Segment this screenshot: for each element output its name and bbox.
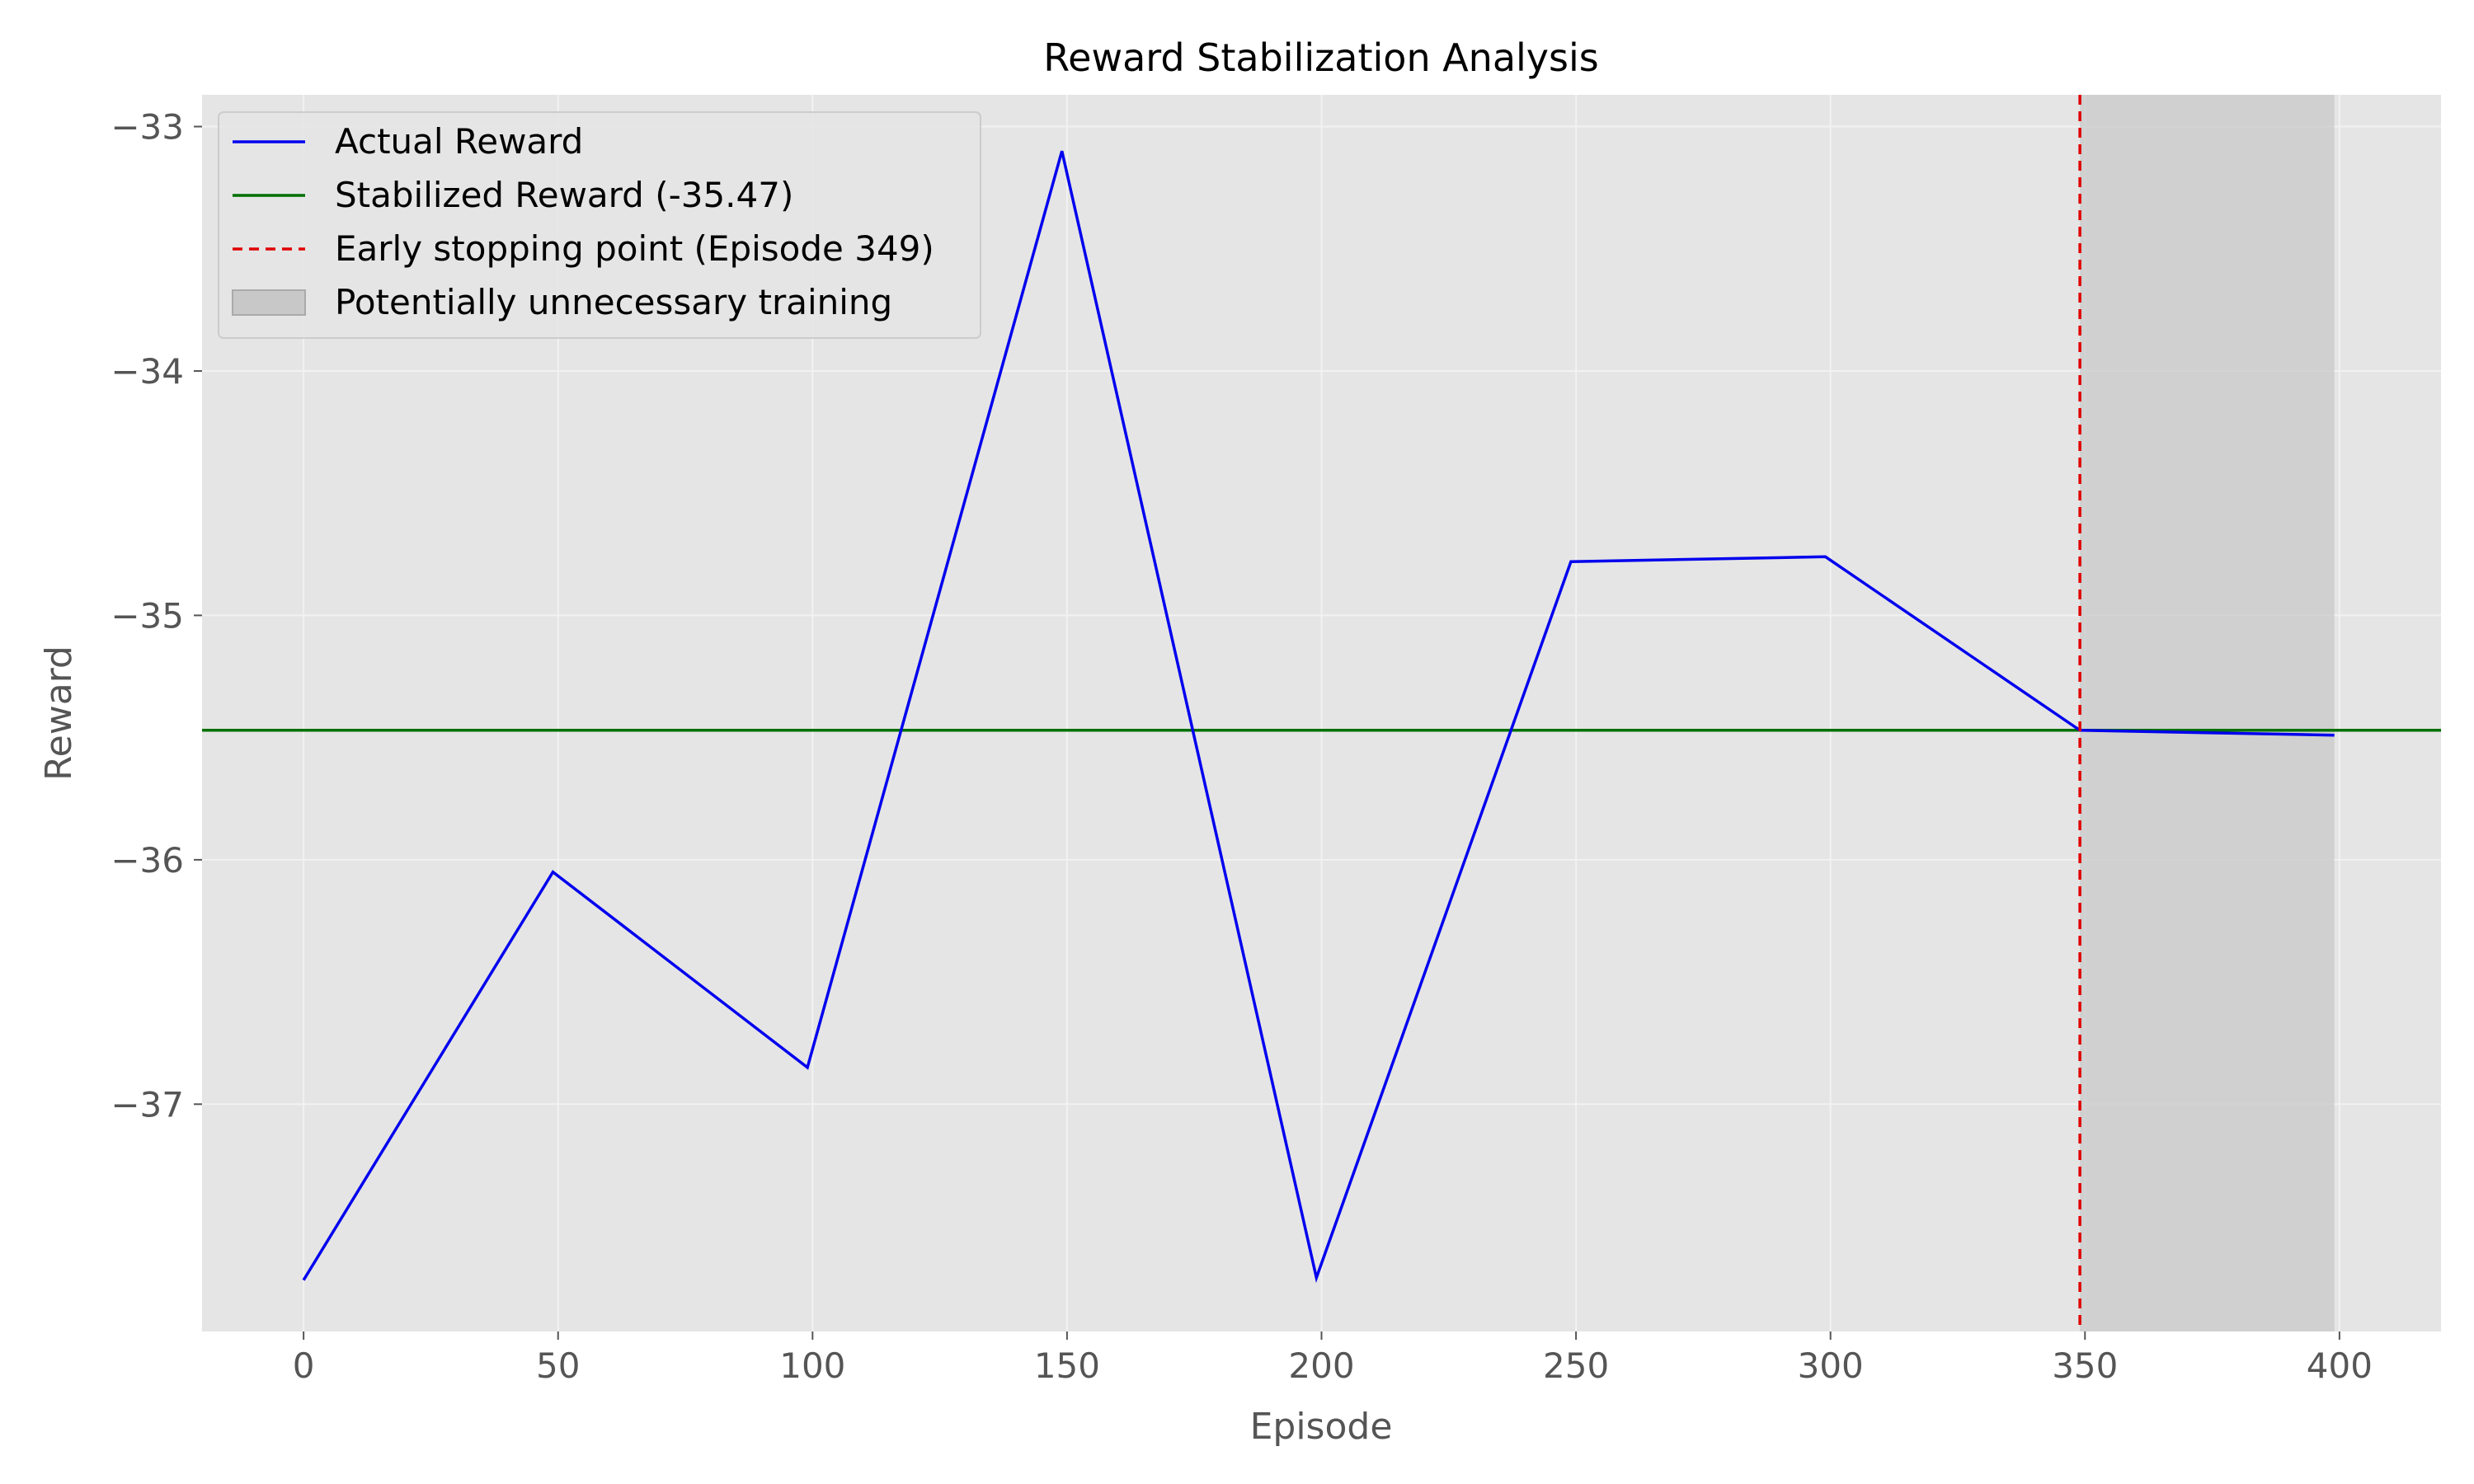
shaded-region-layer	[2080, 95, 2335, 1331]
legend-label-stabilized-reward: Stabilized Reward (-35.47)	[335, 175, 793, 215]
y-tick-label: −35	[111, 595, 184, 636]
x-axis-ticks: 0 50 100 150 200 250 300 350 400	[293, 1331, 2373, 1386]
shaded-region-unnecessary-training	[2080, 95, 2335, 1331]
x-tick-label: 350	[2052, 1345, 2118, 1386]
legend-box	[218, 111, 981, 339]
legend: Actual Reward Stabilized Reward (-35.47)…	[218, 111, 981, 339]
x-tick-label: 200	[1288, 1345, 1354, 1386]
x-tick-label: 50	[536, 1345, 580, 1386]
x-tick-label: 150	[1034, 1345, 1100, 1386]
y-tick-label: −37	[111, 1084, 184, 1125]
x-axis-label: Episode	[1250, 1406, 1393, 1448]
y-tick-label: −36	[111, 840, 184, 881]
legend-label-unnecessary-training: Potentially unnecessary training	[335, 282, 892, 322]
series-actual-reward-line	[302, 150, 2335, 1284]
y-axis-ticks: −33 −34 −35 −36 −37	[111, 107, 202, 1125]
legend-swatch-unnecessary-training	[232, 289, 306, 316]
legend-label-early-stopping: Early stopping point (Episode 349)	[335, 228, 934, 269]
chart-title: Reward Stabilization Analysis	[1043, 35, 1599, 80]
y-axis-label: Reward	[38, 646, 80, 781]
x-tick-label: 100	[779, 1345, 845, 1386]
x-tick-label: 400	[2307, 1345, 2373, 1386]
y-tick-label: −34	[111, 351, 184, 392]
legend-label-actual-reward: Actual Reward	[335, 121, 583, 162]
series-layer	[202, 95, 2441, 1331]
x-tick-label: 250	[1543, 1345, 1609, 1386]
x-tick-label: 300	[1798, 1345, 1864, 1386]
y-tick-label: −33	[111, 107, 184, 148]
x-tick-label: 0	[293, 1345, 315, 1386]
